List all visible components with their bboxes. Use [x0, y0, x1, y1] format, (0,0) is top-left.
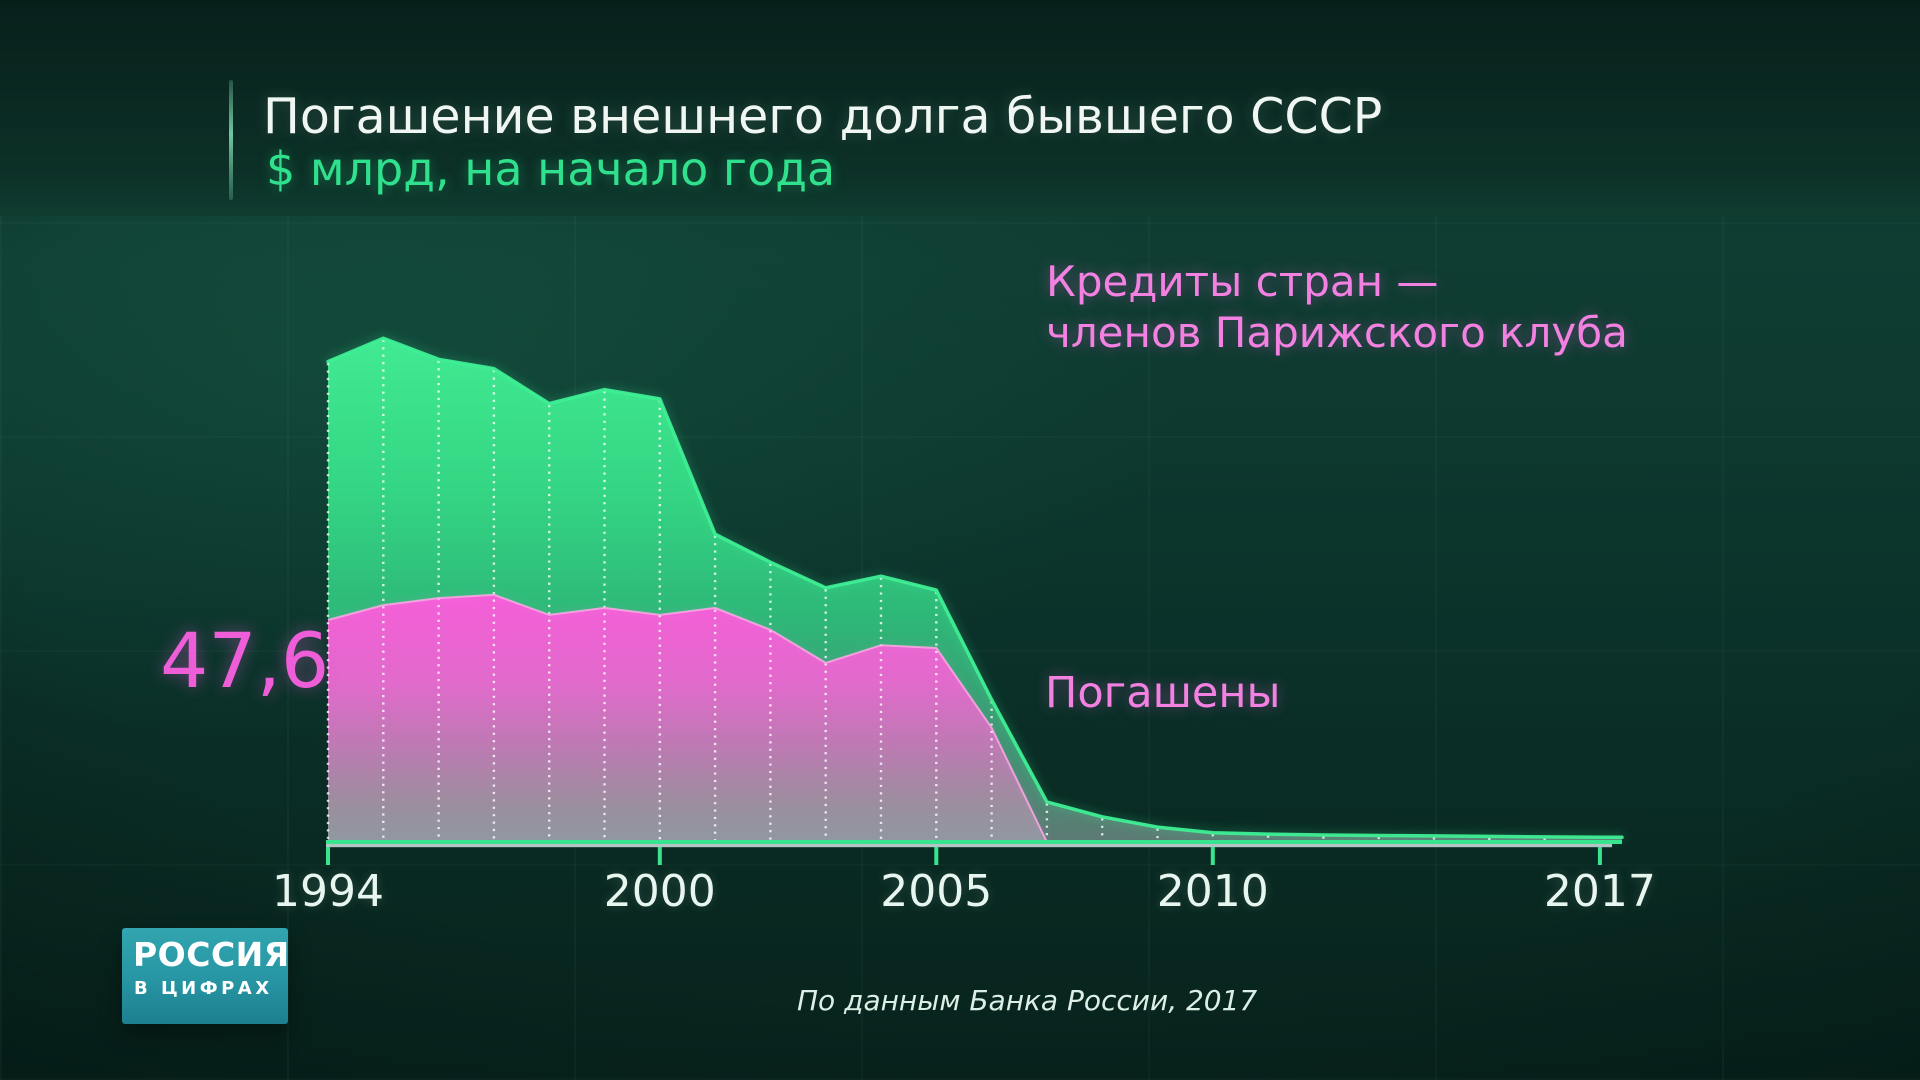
start-value-label: 47,6: [160, 616, 330, 705]
chart-subtitle: $ млрд, на начало года: [266, 142, 836, 196]
header-band: [0, 0, 1920, 216]
logo-line2: В ЦИФРАХ: [134, 978, 273, 999]
legend-paris-club: Кредиты стран — членов Парижского клуба: [1046, 256, 1628, 358]
title-accent-bar: [229, 80, 233, 200]
legend-paris-club-line1: Кредиты стран —: [1046, 257, 1439, 306]
chart-title: Погашение внешнего долга бывшего СССР: [263, 88, 1383, 145]
source-note: По данным Банка России, 2017: [797, 984, 1258, 1017]
logo-rossiya-v-tsifrakh: РОССИЯ В ЦИФРАХ: [122, 928, 290, 1024]
annotation-repaid: Погашены: [1045, 668, 1281, 718]
logo-line1: РОССИЯ: [133, 935, 290, 974]
legend-paris-club-line2: членов Парижского клуба: [1046, 308, 1628, 357]
